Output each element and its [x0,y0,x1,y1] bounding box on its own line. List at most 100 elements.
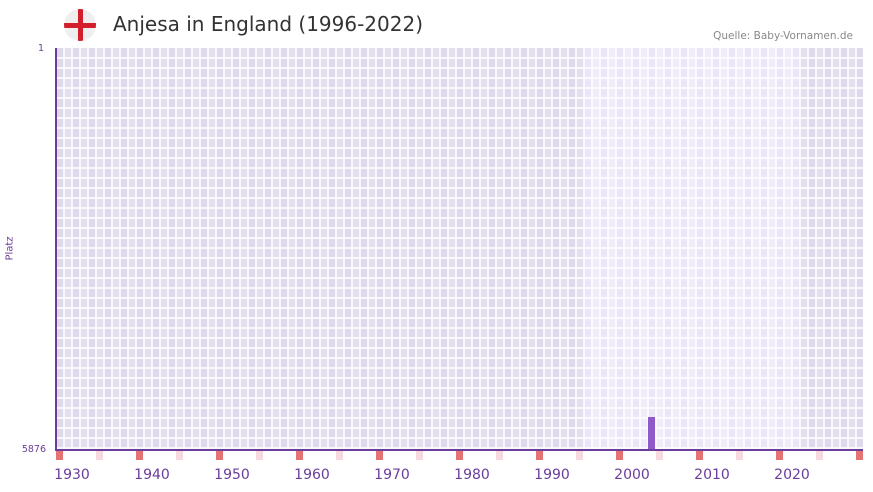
x-tick-label: 1970 [374,467,410,483]
column-shade [600,48,608,450]
grid-line-horizontal [56,187,863,189]
grid-line-vertical [535,48,537,450]
grid-line-vertical [383,48,385,450]
grid-line-vertical [71,48,73,450]
column-shade [344,48,352,450]
grid-line-vertical [631,48,633,450]
grid-line-horizontal [56,307,863,309]
decade-marker [56,451,63,460]
half-decade-marker [336,451,343,460]
grid-line-horizontal [56,237,863,239]
grid-line-horizontal [56,427,863,429]
grid-line-vertical [671,48,673,450]
grid-line-vertical [375,48,377,450]
grid-line-vertical [367,48,369,450]
grid-line-vertical [607,48,609,450]
grid-line-vertical [127,48,129,450]
grid-line-vertical [799,48,801,450]
x-tick-label: 1950 [214,467,250,483]
grid-line-vertical [615,48,617,450]
column-shade [680,48,688,450]
grid-line-horizontal [56,207,863,209]
grid-line-vertical [159,48,161,450]
grid-line-vertical [407,48,409,450]
grid-line-vertical [487,48,489,450]
grid-line-horizontal [56,387,863,389]
grid-line-horizontal [56,117,863,119]
grid-line-horizontal [56,217,863,219]
grid-line-horizontal [56,147,863,149]
grid-line-vertical [599,48,601,450]
grid-line-horizontal [56,337,863,339]
column-shade [248,48,256,450]
column-shade [616,48,624,450]
decade-marker [216,451,223,460]
grid-line-vertical [743,48,745,450]
grid-line-vertical [319,48,321,450]
grid-line-vertical [839,48,841,450]
half-decade-marker [96,451,103,460]
column-shade [264,48,272,450]
grid-line-vertical [439,48,441,450]
grid-line-horizontal [56,377,863,379]
grid-line-horizontal [56,267,863,269]
grid-line-horizontal [56,247,863,249]
grid-line-vertical [519,48,521,450]
column-shade [440,48,448,450]
grid-line-vertical [135,48,137,450]
column-shade [584,48,592,450]
grid-line-vertical [351,48,353,450]
grid-line-vertical [391,48,393,450]
grid-line-vertical [623,48,625,450]
grid-line-horizontal [56,107,863,109]
grid-line-vertical [775,48,777,450]
y-tick-bottom: 5876 [21,444,46,455]
grid-line-horizontal [56,297,863,299]
grid-line-vertical [783,48,785,450]
x-tick-label: 2000 [614,467,650,483]
column-shade [104,48,112,450]
grid-line-horizontal [56,97,863,99]
grid-line-vertical [167,48,169,450]
grid-line-vertical [63,48,65,450]
grid-line-vertical [415,48,417,450]
grid-line-horizontal [56,177,863,179]
grid-line-vertical [191,48,193,450]
half-decade-marker [656,451,663,460]
grid-line-vertical [655,48,657,450]
grid-line-vertical [279,48,281,450]
grid-line-vertical [143,48,145,450]
column-shade [72,48,80,450]
half-decade-marker [576,451,583,460]
column-shade [520,48,528,450]
grid-line-vertical [711,48,713,450]
grid-line-vertical [119,48,121,450]
grid-line-vertical [223,48,225,450]
column-shade [664,48,672,450]
chart-title: Anjesa in England (1996-2022) [113,12,424,36]
grid-line-vertical [479,48,481,450]
column-shade [632,48,640,450]
england-flag-icon [64,9,96,41]
x-axis-line [55,449,863,451]
grid-line-vertical [255,48,257,450]
y-tick-top: 1 [37,43,44,54]
grid-line-vertical [311,48,313,450]
column-shade [456,48,464,450]
decade-marker [296,451,303,460]
grid-line-vertical [447,48,449,450]
grid-line-vertical [759,48,761,450]
grid-line-vertical [511,48,513,450]
grid-line-vertical [679,48,681,450]
column-shade [136,48,144,450]
grid-line-vertical [639,48,641,450]
grid-line-vertical [239,48,241,450]
column-shade [408,48,416,450]
grid-line-vertical [735,48,737,450]
column-shade [488,48,496,450]
grid-line-vertical [335,48,337,450]
grid-line-vertical [543,48,545,450]
grid-line-horizontal [56,397,863,399]
grid-line-vertical [359,48,361,450]
grid-line-vertical [647,48,649,450]
